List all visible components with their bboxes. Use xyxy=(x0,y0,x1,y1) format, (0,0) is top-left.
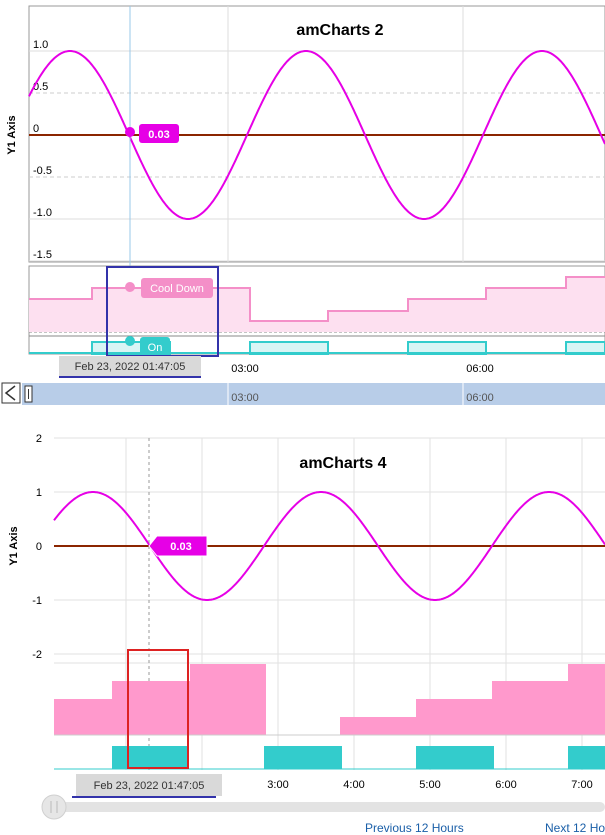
amcharts4-chart: amCharts 4 Y1 Axis 2 1 0 -1 -2 0.03 Feb 23, … xyxy=(8,433,605,820)
am2-on-balloon xyxy=(140,337,170,357)
am2-scroll-tick-0300: 03:00 xyxy=(231,392,259,404)
previous-12-hours-link[interactable]: Previous 12 Hours xyxy=(365,821,464,835)
am4-scroll-grip-icon[interactable] xyxy=(41,794,67,820)
am2-x-tick-0300: 03:00 xyxy=(231,363,259,375)
am2-scroll-tick-0600: 06:00 xyxy=(466,392,494,404)
am4-date-label: Feb 23, 2022 01:47:05 xyxy=(94,780,205,792)
amcharts2-chart: amCharts 2 Y1 Axis 1.0 0.5 0 -0.5 -1.0 -1.5 0… xyxy=(1,5,605,405)
am2-x-tick-0600: 06:00 xyxy=(466,363,494,375)
am4-y-axis-label: Y1 Axis xyxy=(8,526,20,565)
am4-value-label: 0.03 xyxy=(170,541,191,553)
am2-date-label: Feb 23, 2022 01:47:05 xyxy=(75,361,186,373)
am4-scrollbar-track[interactable] xyxy=(54,802,605,812)
am4-y-ticks: 2 1 0 -1 -2 xyxy=(32,433,42,661)
am2-y-tick-label: -1.5 xyxy=(33,249,52,261)
am4-x-tick-label: 5:00 xyxy=(419,779,440,791)
am2-on-label: On xyxy=(148,342,163,354)
am2-y-tick-label: -0.5 xyxy=(33,165,52,177)
chevron-left-icon xyxy=(4,385,16,401)
am2-y-tick-label: 1.0 xyxy=(33,39,48,51)
am4-x-tick-label: 3:00 xyxy=(267,779,288,791)
am2-date-badge xyxy=(59,356,201,376)
am2-scroll-left-button[interactable] xyxy=(1,382,21,404)
am4-cool-bar xyxy=(54,699,112,735)
am4-y-tick-label: -2 xyxy=(32,649,42,661)
am4-cool-bar xyxy=(416,699,492,735)
am4-y-tick-label: 1 xyxy=(36,487,42,499)
am4-date-badge xyxy=(76,774,222,796)
am2-cool-bullet xyxy=(125,282,135,292)
am4-value-balloon xyxy=(148,535,208,557)
am4-y-tick-label: -1 xyxy=(32,595,42,607)
am2-scrollbar-track[interactable] xyxy=(22,383,605,405)
am4-on-series xyxy=(112,746,605,769)
am4-on-block xyxy=(416,746,494,769)
am4-x-tick-label: 4:00 xyxy=(343,779,364,791)
am2-y-axis-label: Y1 Axis xyxy=(6,115,18,154)
am4-cool-down-series xyxy=(54,664,605,735)
am4-cool-bar xyxy=(340,717,416,735)
am2-y-ticks: 1.0 0.5 0 -0.5 -1.0 -1.5 xyxy=(33,39,52,261)
am4-cool-bar xyxy=(112,681,190,735)
next-12-hours-link[interactable]: Next 12 Ho xyxy=(545,821,605,835)
am2-sine-series xyxy=(28,50,605,220)
am4-on-block xyxy=(264,746,342,769)
am2-value-label: 0.03 xyxy=(148,129,169,141)
am2-value-balloon xyxy=(139,124,179,143)
am2-cool-line xyxy=(29,276,605,322)
am4-cool-bar xyxy=(492,681,568,735)
am2-on-bullet xyxy=(125,336,135,346)
am4-y-tick-label: 2 xyxy=(36,433,42,445)
am4-sine-series xyxy=(53,491,605,601)
am4-cool-bar xyxy=(190,664,266,735)
am4-cool-bar xyxy=(568,664,605,735)
am4-title: amCharts 4 xyxy=(299,455,386,472)
am4-highlight-box xyxy=(127,649,189,769)
am2-cursor-bullet xyxy=(125,127,135,137)
am2-title: amCharts 2 xyxy=(296,22,383,39)
am4-x-ticks: 3:00 4:00 5:00 6:00 7:00 xyxy=(267,779,592,791)
am2-y-tick-label: -1.0 xyxy=(33,207,52,219)
am2-y-tick-label: 0.5 xyxy=(33,81,48,93)
am2-cool-balloon xyxy=(141,278,213,298)
am4-on-block xyxy=(568,746,605,769)
am4-on-block xyxy=(112,746,188,769)
am2-cool-label: Cool Down xyxy=(150,283,204,295)
am4-x-tick-label: 6:00 xyxy=(495,779,516,791)
am4-y-tick-label: 0 xyxy=(36,541,42,553)
am2-y-tick-label: 0 xyxy=(33,123,39,135)
am4-x-tick-label: 7:00 xyxy=(571,779,592,791)
